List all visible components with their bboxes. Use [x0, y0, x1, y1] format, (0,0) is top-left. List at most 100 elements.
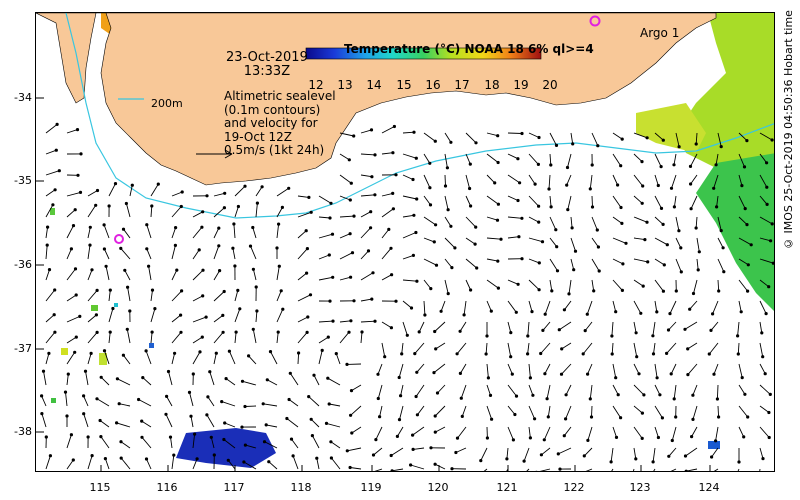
velocity-arrow — [665, 342, 677, 355]
velocity-arrow — [213, 191, 227, 197]
velocity-arrow — [528, 363, 532, 380]
velocity-arrow — [736, 321, 740, 338]
velocity-arrow — [675, 216, 681, 233]
velocity-arrow — [507, 279, 520, 286]
velocity-arrow — [318, 216, 332, 220]
velocity-arrow — [562, 426, 572, 438]
velocity-arrow — [543, 300, 551, 316]
velocity-arrow — [691, 384, 698, 397]
velocity-arrow — [287, 397, 299, 407]
velocity-arrow — [409, 463, 425, 470]
velocity-arrow — [590, 195, 595, 209]
velocity-arrow — [612, 216, 624, 225]
velocity-arrow — [486, 384, 493, 397]
velocity-arrow — [233, 264, 237, 281]
velocity-arrow — [297, 210, 313, 218]
velocity-arrow — [381, 342, 387, 359]
sst-patch-south-blue — [176, 428, 276, 468]
velocity-arrow — [312, 373, 320, 386]
velocity-arrow — [329, 456, 341, 470]
velocity-arrow — [251, 327, 257, 344]
velocity-arrow — [465, 132, 478, 145]
velocity-arrow — [507, 257, 524, 261]
velocity-arrow — [360, 249, 371, 260]
velocity-arrow — [171, 190, 184, 197]
velocity-arrow — [45, 203, 55, 218]
velocity-arrow — [87, 225, 92, 239]
velocity-arrow — [360, 153, 377, 157]
velocity-arrow — [759, 447, 765, 461]
velocity-arrow — [549, 237, 559, 249]
y-tick-label: -38 — [14, 425, 32, 438]
velocity-arrow — [171, 453, 176, 470]
velocity-arrow — [402, 300, 414, 310]
velocity-arrow — [651, 447, 656, 464]
velocity-arrow — [458, 321, 467, 333]
velocity-arrow — [339, 153, 351, 162]
velocity-arrow — [455, 342, 467, 356]
velocity-arrow — [192, 457, 199, 470]
velocity-arrow — [462, 300, 467, 317]
velocity-arrow — [542, 426, 551, 442]
colorbar-tick: 20 — [542, 78, 558, 92]
velocity-arrow — [171, 226, 178, 239]
velocity-arrow — [268, 350, 278, 365]
velocity-arrow — [417, 321, 425, 334]
velocity-arrow — [484, 342, 488, 356]
velocity-arrow — [126, 285, 131, 302]
velocity-arrow — [87, 454, 94, 470]
velocity-arrow — [66, 152, 83, 156]
velocity-arrow — [528, 384, 535, 397]
velocity-arrow — [528, 174, 537, 186]
velocity-arrow — [549, 153, 553, 167]
reference-arrow — [196, 149, 233, 159]
velocity-arrow — [507, 426, 515, 442]
colorbar-tick: 13 — [337, 78, 353, 92]
velocity-arrow — [223, 421, 236, 428]
velocity-arrow — [507, 195, 520, 203]
velocity-arrow — [45, 188, 57, 197]
velocity-arrow — [444, 153, 449, 170]
velocity-arrow — [297, 293, 313, 302]
velocity-arrow — [585, 300, 593, 316]
velocity-arrow — [610, 342, 614, 356]
x-tick-label: 116 — [156, 481, 178, 494]
velocity-arrow — [429, 446, 446, 450]
velocity-arrow — [66, 190, 83, 197]
velocity-arrow — [45, 225, 50, 239]
velocity-arrow — [41, 369, 47, 386]
velocity-arrow — [339, 214, 356, 218]
velocity-arrow — [360, 174, 374, 179]
velocity-arrow — [486, 300, 493, 313]
velocity-arrow — [264, 423, 278, 428]
velocity-arrow — [171, 289, 184, 302]
velocity-arrow — [378, 405, 383, 419]
velocity-arrow — [672, 153, 677, 167]
velocity-arrow — [381, 246, 393, 260]
velocity-arrow — [668, 300, 677, 316]
velocity-arrow — [738, 216, 749, 227]
velocity-arrow — [696, 237, 701, 254]
velocity-arrow — [297, 351, 301, 365]
velocity-arrow — [376, 363, 383, 376]
velocity-arrow — [506, 468, 509, 471]
velocity-arrow — [115, 421, 131, 428]
velocity-arrow — [633, 447, 638, 461]
velocity-arrow — [545, 384, 551, 401]
velocity-arrow — [759, 279, 771, 289]
velocity-arrow — [612, 405, 623, 420]
velocity-arrow — [360, 271, 375, 281]
velocity-arrow — [349, 405, 362, 417]
velocity-arrow — [87, 351, 93, 365]
y-tick-label: -36 — [14, 258, 32, 271]
velocity-arrow — [667, 447, 677, 458]
velocity-arrow — [108, 182, 118, 197]
velocity-arrow — [450, 467, 467, 471]
velocity-arrow — [485, 426, 489, 440]
velocity-arrow — [213, 226, 221, 239]
velocity-arrow — [612, 195, 623, 210]
velocity-arrow — [104, 264, 110, 281]
velocity-arrow — [209, 435, 215, 449]
velocity-arrow — [339, 319, 353, 323]
velocity-arrow — [738, 384, 747, 396]
